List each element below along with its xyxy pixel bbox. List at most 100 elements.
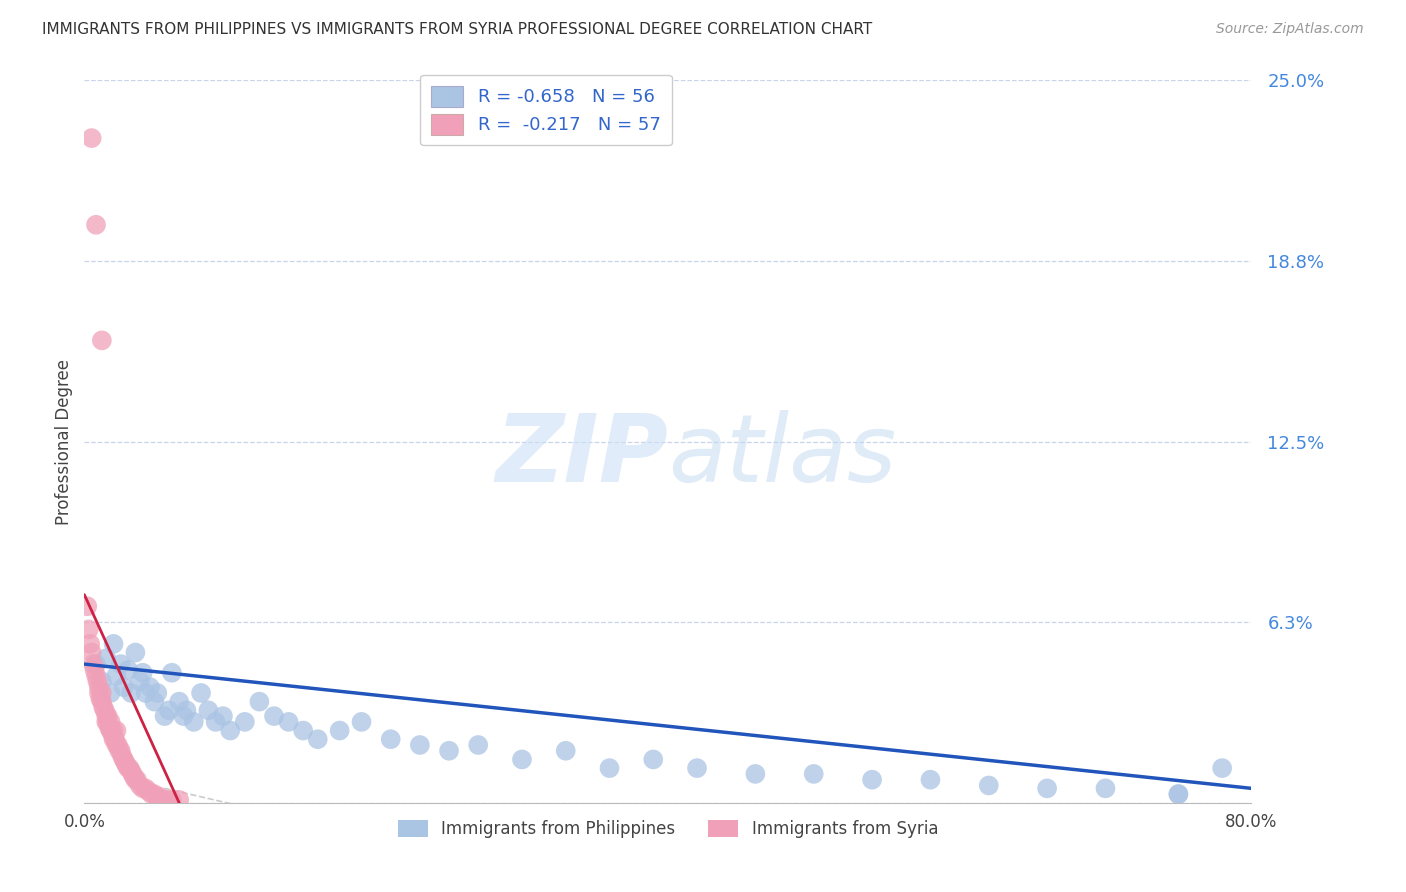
Point (153, 793, 176, 807)
Point (139, 680, 162, 694)
Point (84, 657, 107, 671)
Point (103, 723, 125, 738)
Point (96, 651, 118, 665)
Point (90, 686, 112, 700)
Point (554, 744, 576, 758)
Point (82, 657, 104, 671)
Point (132, 781, 155, 796)
Point (1036, 781, 1059, 796)
Point (117, 663, 139, 677)
Point (97, 709, 120, 723)
Point (143, 787, 166, 801)
Point (84, 668, 107, 682)
Text: Source: ZipAtlas.com: Source: ZipAtlas.com (1216, 22, 1364, 37)
Point (160, 793, 183, 807)
Point (329, 723, 352, 738)
Point (643, 752, 665, 766)
Point (76, 599, 98, 614)
Text: ZIP: ZIP (495, 410, 668, 502)
Point (135, 781, 157, 796)
Point (122, 770, 145, 784)
Point (108, 744, 131, 758)
Point (87, 680, 110, 694)
Point (97, 714, 120, 729)
Point (157, 703, 180, 717)
Point (104, 732, 127, 747)
Point (87, 686, 110, 700)
Point (90, 334, 112, 348)
Point (146, 790, 169, 805)
Point (176, 703, 198, 717)
Point (107, 738, 129, 752)
Point (263, 709, 285, 723)
Point (83, 663, 105, 677)
Point (90, 695, 112, 709)
Point (157, 793, 180, 807)
Point (112, 680, 135, 694)
Point (686, 761, 709, 775)
Point (307, 732, 329, 747)
Point (110, 657, 132, 671)
Point (112, 752, 135, 766)
Point (105, 723, 128, 738)
Point (233, 714, 256, 729)
Point (100, 686, 122, 700)
Point (98, 721, 121, 735)
Point (103, 637, 125, 651)
Point (977, 779, 1000, 793)
Point (114, 756, 136, 770)
Point (124, 772, 146, 787)
Point (101, 726, 124, 740)
Point (920, 772, 942, 787)
Point (80, 131, 103, 145)
Point (96, 709, 118, 723)
Point (744, 767, 766, 781)
Point (125, 772, 148, 787)
Point (77, 623, 100, 637)
Point (96, 714, 118, 729)
Text: IMMIGRANTS FROM PHILIPPINES VS IMMIGRANTS FROM SYRIA PROFESSIONAL DEGREE CORRELA: IMMIGRANTS FROM PHILIPPINES VS IMMIGRANT… (42, 22, 873, 37)
Point (120, 764, 142, 778)
Point (409, 738, 432, 752)
Point (86, 674, 108, 689)
Point (80, 646, 103, 660)
Point (167, 695, 190, 709)
Point (120, 686, 142, 700)
Point (803, 767, 825, 781)
Point (141, 787, 163, 801)
Point (1211, 761, 1233, 775)
Point (219, 723, 242, 738)
Point (105, 668, 128, 682)
Point (135, 686, 157, 700)
Point (105, 738, 128, 752)
Point (149, 790, 172, 805)
Legend: Immigrants from Philippines, Immigrants from Syria: Immigrants from Philippines, Immigrants … (391, 814, 945, 845)
Point (190, 686, 212, 700)
Point (143, 695, 166, 709)
Point (167, 793, 190, 807)
Point (146, 686, 169, 700)
Point (138, 784, 160, 798)
Point (510, 752, 533, 766)
Point (121, 767, 143, 781)
Point (115, 758, 138, 772)
Point (212, 709, 235, 723)
Point (599, 761, 621, 775)
Point (160, 665, 183, 680)
Point (1167, 787, 1189, 801)
Point (103, 732, 125, 747)
Point (94, 703, 117, 717)
Point (111, 749, 134, 764)
Point (100, 723, 122, 738)
Point (90, 674, 112, 689)
Point (1094, 781, 1116, 796)
Text: atlas: atlas (668, 410, 896, 501)
Point (84, 218, 107, 232)
Point (132, 665, 155, 680)
Point (153, 709, 176, 723)
Point (183, 714, 205, 729)
Point (89, 691, 111, 706)
Point (249, 695, 271, 709)
Y-axis label: Professional Degree: Professional Degree (55, 359, 73, 524)
Point (277, 714, 299, 729)
